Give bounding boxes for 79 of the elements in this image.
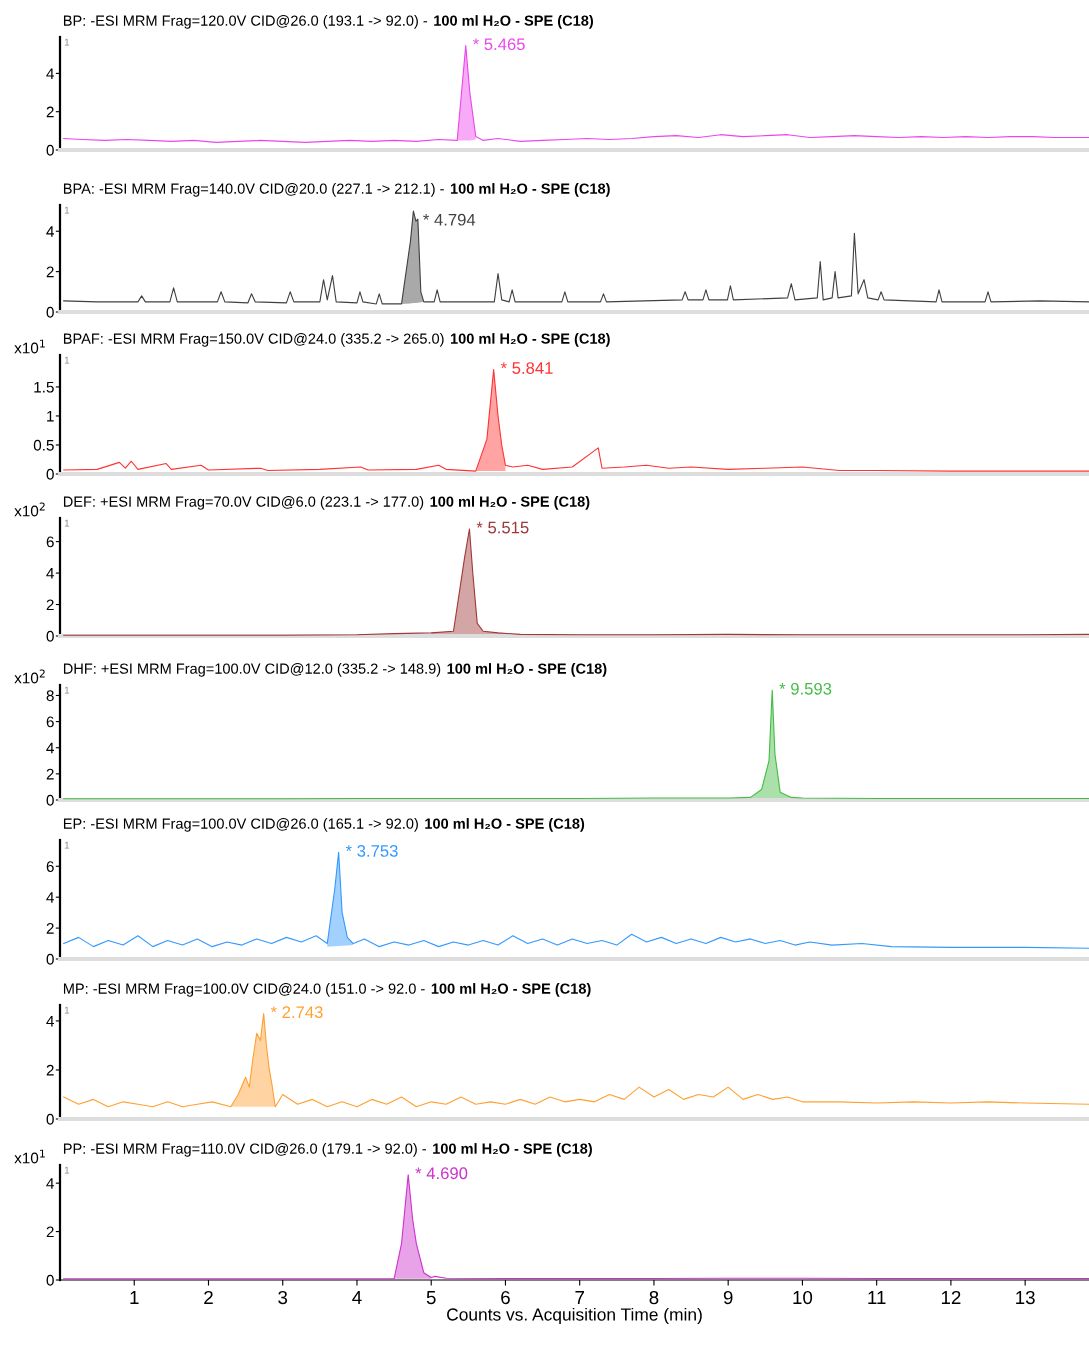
x-tick-label: 8 bbox=[649, 1290, 659, 1305]
y-tick-label: 1.5 bbox=[34, 381, 54, 393]
y-tick-label: 2 bbox=[46, 768, 54, 780]
annotation: 1 bbox=[64, 1006, 70, 1014]
x-tick-label: 13 bbox=[1016, 1290, 1035, 1305]
chart-title: BPAF: -ESI MRM Frag=150.0V CID@24.0 (335.2 -> 265.0) bbox=[63, 333, 444, 347]
x-tick-label: 11 bbox=[868, 1291, 886, 1304]
annotation: 1 bbox=[64, 356, 70, 364]
chart-subtitle: 100 ml H₂O - SPE (C18) bbox=[450, 183, 610, 197]
x-tick-label: 9 bbox=[723, 1290, 733, 1305]
y-tick-label: 8 bbox=[46, 690, 54, 702]
y-tick-label: 0 bbox=[46, 468, 54, 480]
y-tick-label: 0 bbox=[46, 630, 54, 642]
y-tick-label: 0 bbox=[46, 953, 54, 965]
x-tick-label: 1 bbox=[130, 1291, 139, 1304]
chart-subtitle: 100 ml H₂O - SPE (C18) bbox=[434, 15, 594, 29]
chart-subtitle: 100 ml H₂O - SPE (C18) bbox=[430, 496, 590, 510]
x-tick-label: 6 bbox=[501, 1290, 510, 1305]
x-tick-label: 2 bbox=[204, 1290, 213, 1304]
x-tick-label: 10 bbox=[793, 1290, 813, 1305]
annotation: 1 bbox=[64, 1166, 70, 1174]
y-axis-title: x10$^{2}$ bbox=[14, 669, 45, 684]
chart-title: EP: -ESI MRM Frag=100.0V CID@26.0 (165.1 -> 92.0) bbox=[63, 818, 418, 832]
y-tick-label: 4 bbox=[46, 892, 54, 903]
annotation: 1 bbox=[64, 686, 70, 694]
annotation: 1 bbox=[64, 519, 70, 527]
annotation: * 3.753 bbox=[345, 845, 398, 857]
annotation: 1 bbox=[64, 841, 70, 849]
y-tick-label: 0 bbox=[46, 794, 54, 806]
y-tick-label: 4 bbox=[46, 68, 54, 79]
chart-title: BPA: -ESI MRM Frag=140.0V CID@20.0 (227.1 -> 212.1) - bbox=[63, 183, 444, 197]
chart-title: DEF: +ESI MRM Frag=70.0V CID@6.0 (223.1 -> 177.0) bbox=[63, 496, 424, 510]
x-axis-title: Counts vs. Acquisition Time (min) bbox=[447, 1307, 702, 1325]
y-tick-label: 4 bbox=[46, 226, 54, 237]
y-tick-label: 2 bbox=[46, 922, 54, 934]
y-tick-label: 4 bbox=[46, 1015, 54, 1027]
y-tick-label: 6 bbox=[46, 716, 54, 728]
y-tick-label: 2 bbox=[46, 266, 54, 278]
y-tick-label: 1 bbox=[47, 410, 54, 422]
chart-title: BP: -ESI MRM Frag=120.0V CID@26.0 (193.1 -> 92.0) - bbox=[63, 15, 428, 29]
annotation: * 9.593 bbox=[779, 682, 832, 695]
y-tick-label: 6 bbox=[46, 536, 54, 548]
x-tick-label: 7 bbox=[575, 1291, 584, 1304]
annotation: * 5.515 bbox=[476, 521, 529, 534]
y-tick-label: 6 bbox=[46, 861, 54, 872]
y-tick-label: 0 bbox=[46, 144, 54, 156]
y-tick-label: 4 bbox=[46, 742, 54, 754]
annotation: 1 bbox=[64, 38, 70, 46]
annotation: * 4.794 bbox=[423, 213, 476, 226]
y-tick-label: 2 bbox=[46, 1064, 54, 1076]
chart-subtitle: 100 ml H₂O - SPE (C18) bbox=[425, 818, 585, 832]
y-tick-label: 2 bbox=[46, 599, 54, 611]
x-tick-label: 5 bbox=[426, 1291, 436, 1305]
chart-subtitle: 100 ml H₂O - SPE (C18) bbox=[450, 333, 610, 347]
x-tick-label: 4 bbox=[352, 1291, 362, 1304]
annotation: * 5.465 bbox=[472, 38, 525, 51]
annotation: * 2.743 bbox=[270, 1006, 323, 1019]
x-tick-label: 12 bbox=[941, 1290, 961, 1304]
y-axis-title: x10$^{1}$ bbox=[14, 1149, 45, 1164]
chart-title: MP: -ESI MRM Frag=100.0V CID@24.0 (151.0 -> 92.0 - bbox=[63, 983, 425, 997]
chart-title: PP: -ESI MRM Frag=110.0V CID@26.0 (179.1 -> 92.0) - bbox=[63, 1143, 427, 1157]
annotation: 1 bbox=[64, 206, 70, 214]
y-tick-label: 4 bbox=[46, 568, 54, 579]
chart-subtitle: 100 ml H₂O - SPE (C18) bbox=[447, 663, 607, 677]
y-tick-label: 0 bbox=[46, 1113, 54, 1125]
chart-subtitle: 100 ml H₂O - SPE (C18) bbox=[433, 1143, 592, 1157]
y-tick-label: 0 bbox=[46, 1274, 54, 1286]
y-tick-label: 2 bbox=[46, 1226, 54, 1238]
chart-title: DHF: +ESI MRM Frag=100.0V CID@12.0 (335.2 -> 148.9) bbox=[63, 663, 441, 677]
x-tick-label: 3 bbox=[278, 1290, 288, 1305]
y-axis-title: x10$^{2}$ bbox=[14, 502, 45, 517]
y-axis-title: x10$^{1}$ bbox=[14, 339, 45, 354]
y-tick-label: 4 bbox=[46, 1178, 54, 1189]
chart-subtitle: 100 ml H₂O - SPE (C18) bbox=[431, 983, 591, 997]
y-tick-label: 0 bbox=[46, 306, 54, 318]
y-tick-label: 2 bbox=[46, 106, 54, 118]
y-tick-label: 0.5 bbox=[33, 439, 54, 451]
annotation: * 4.690 bbox=[415, 1167, 468, 1180]
annotation: * 5.841 bbox=[500, 362, 553, 374]
